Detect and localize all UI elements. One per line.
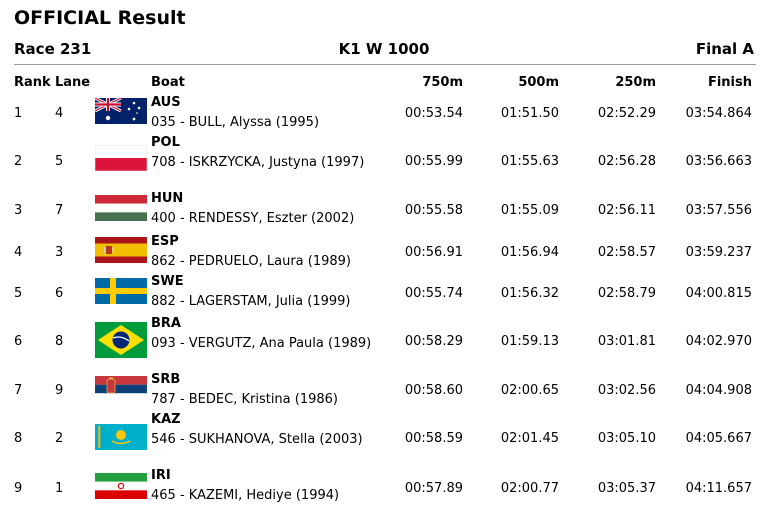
hungary-flag-icon — [95, 195, 147, 221]
country-code: HUN — [151, 191, 184, 206]
rank-cell: 2 — [14, 154, 23, 169]
country-code: SRB — [151, 372, 181, 387]
athlete-name: 093 - VERGUTZ, Ana Paula (1989) — [151, 336, 372, 351]
split-500m: 02:01.45 — [500, 431, 559, 446]
country-code: AUS — [151, 95, 181, 110]
finish-time: 03:57.556 — [685, 203, 752, 218]
rank-cell: 8 — [14, 431, 23, 446]
split-750m: 00:56.91 — [404, 245, 463, 260]
lane-cell: 8 — [55, 334, 64, 349]
page-title: OFFICIAL Result — [14, 7, 186, 29]
split-750m: 00:55.58 — [404, 203, 463, 218]
column-header-rank: Rank — [14, 75, 51, 90]
split-500m: 02:00.65 — [500, 383, 559, 398]
split-250m: 02:58.57 — [597, 245, 656, 260]
split-500m: 01:55.63 — [500, 154, 559, 169]
country-code: IRI — [151, 468, 171, 483]
split-250m: 03:05.10 — [597, 431, 656, 446]
column-header-boat: Boat — [151, 75, 185, 90]
finish-time: 04:04.908 — [685, 383, 752, 398]
rank-cell: 1 — [14, 106, 23, 121]
athlete-name: 400 - RENDESSY, Eszter (2002) — [151, 211, 355, 226]
finish-time: 04:11.657 — [685, 481, 752, 496]
lane-cell: 5 — [55, 154, 64, 169]
finish-time: 03:54.864 — [685, 106, 752, 121]
poland-flag-icon — [95, 145, 147, 171]
athlete-name: 546 - SUKHANOVA, Stella (2003) — [151, 432, 363, 447]
rank-cell: 7 — [14, 383, 23, 398]
split-250m: 03:01.81 — [597, 334, 656, 349]
split-750m: 00:58.29 — [404, 334, 463, 349]
split-750m: 00:55.99 — [404, 154, 463, 169]
column-header-250m: 250m — [615, 75, 656, 90]
serbia-flag-icon — [95, 376, 147, 402]
split-750m: 00:55.74 — [404, 286, 463, 301]
finish-time: 03:59.237 — [685, 245, 752, 260]
athlete-name: 465 - KAZEMI, Hediye (1994) — [151, 488, 340, 503]
lane-cell: 7 — [55, 203, 64, 218]
split-750m: 00:57.89 — [404, 481, 463, 496]
finish-time: 04:05.667 — [685, 431, 752, 446]
athlete-name: 882 - LAGERSTAM, Julia (1999) — [151, 294, 351, 309]
split-750m: 00:58.59 — [404, 431, 463, 446]
split-250m: 02:58.79 — [597, 286, 656, 301]
split-750m: 00:58.60 — [404, 383, 463, 398]
athlete-name: 787 - BEDEC, Kristina (1986) — [151, 392, 338, 407]
iran-flag-icon — [95, 473, 147, 499]
lane-cell: 9 — [55, 383, 64, 398]
kazakhstan-flag-icon — [95, 424, 147, 450]
split-250m: 03:02.56 — [597, 383, 656, 398]
column-header-500m: 500m — [518, 75, 559, 90]
column-header-lane: Lane — [55, 75, 91, 90]
rank-cell: 9 — [14, 481, 23, 496]
athlete-name: 708 - ISKRZYCKA, Justyna (1997) — [151, 155, 365, 170]
split-250m: 03:05.37 — [597, 481, 656, 496]
split-250m: 02:52.29 — [597, 106, 656, 121]
race-phase: Final A — [695, 40, 754, 58]
split-250m: 02:56.28 — [597, 154, 656, 169]
lane-cell: 2 — [55, 431, 64, 446]
spain-flag-icon — [95, 237, 147, 263]
lane-cell: 4 — [55, 106, 64, 121]
sweden-flag-icon — [95, 278, 147, 304]
header-divider — [14, 64, 756, 65]
split-500m: 01:55.09 — [500, 203, 559, 218]
finish-time: 04:02.970 — [685, 334, 752, 349]
split-500m: 01:56.32 — [500, 286, 559, 301]
rank-cell: 5 — [14, 286, 23, 301]
country-code: ESP — [151, 234, 179, 249]
brazil-flag-icon — [95, 322, 147, 358]
australia-flag-icon — [95, 98, 147, 124]
split-500m: 01:56.94 — [500, 245, 559, 260]
rank-cell: 6 — [14, 334, 23, 349]
column-header-750m: 750m — [422, 75, 463, 90]
event-name: K1 W 1000 — [338, 40, 430, 58]
rank-cell: 3 — [14, 203, 23, 218]
race-info-bar: Race 231 K1 W 1000 Final A — [14, 40, 754, 60]
country-code: BRA — [151, 316, 181, 331]
country-code: KAZ — [151, 412, 181, 427]
race-number: Race 231 — [14, 40, 92, 58]
lane-cell: 6 — [55, 286, 64, 301]
split-500m: 02:00.77 — [500, 481, 559, 496]
athlete-name: 035 - BULL, Alyssa (1995) — [151, 115, 320, 130]
finish-time: 03:56.663 — [685, 154, 752, 169]
column-header-finish: Finish — [707, 75, 752, 90]
split-500m: 01:59.13 — [500, 334, 559, 349]
rank-cell: 4 — [14, 245, 23, 260]
split-750m: 00:53.54 — [404, 106, 463, 121]
lane-cell: 3 — [55, 245, 64, 260]
finish-time: 04:00.815 — [685, 286, 752, 301]
country-code: SWE — [151, 274, 184, 289]
athlete-name: 862 - PEDRUELO, Laura (1989) — [151, 254, 351, 269]
country-code: POL — [151, 135, 180, 150]
split-500m: 01:51.50 — [500, 106, 559, 121]
lane-cell: 1 — [55, 481, 64, 496]
split-250m: 02:56.11 — [597, 203, 656, 218]
